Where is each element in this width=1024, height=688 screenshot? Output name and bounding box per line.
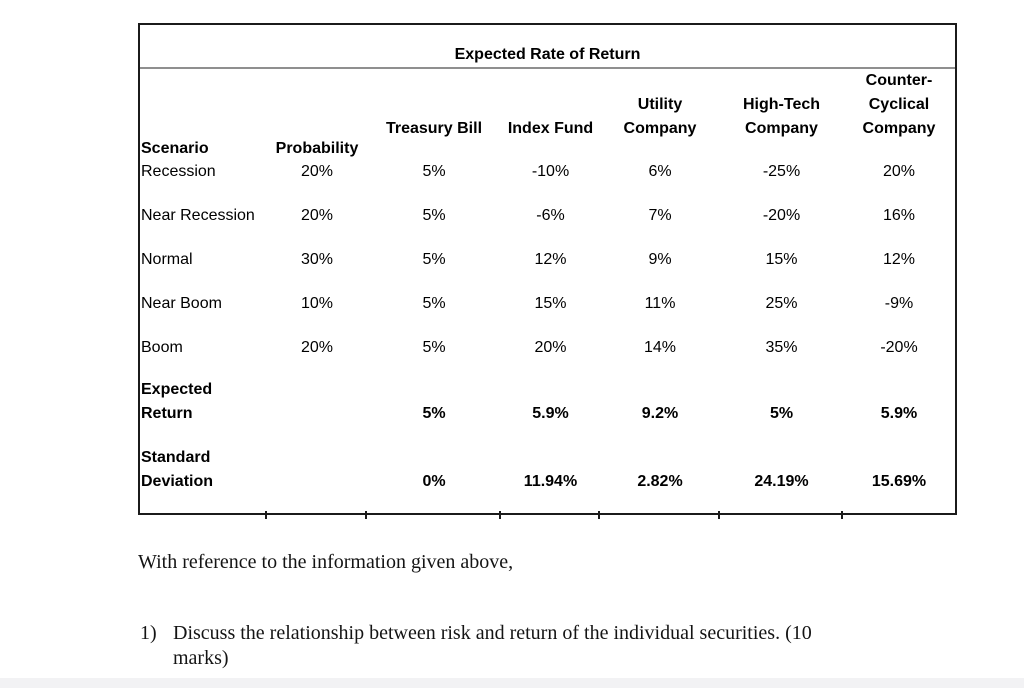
header-divider-line xyxy=(140,67,955,69)
gridline-stub xyxy=(598,511,600,519)
cell-treasury-bill: 5% xyxy=(422,163,446,180)
expected-return-table: Expected Rate of Return Scenario Probabi… xyxy=(138,23,957,519)
cell-label: Standard xyxy=(141,449,211,466)
cell-high-tech: 5% xyxy=(769,405,794,422)
cell-utility: 9.2% xyxy=(641,405,679,422)
cell-utility: 11% xyxy=(644,295,676,312)
cell-treasury-bill: 5% xyxy=(422,295,446,312)
cell-utility: 6% xyxy=(648,163,672,180)
cell-utility: 14% xyxy=(643,339,677,356)
table-row-normal: Normal 30% 5% 12% 9% 15% 12% xyxy=(140,250,955,270)
cell-counter-cyclical: 5.9% xyxy=(880,405,918,422)
cell-label: Deviation xyxy=(141,473,214,490)
cell-scenario: Boom xyxy=(141,339,183,356)
cell-treasury-bill: 5% xyxy=(422,251,446,268)
cell-counter-cyclical: 16% xyxy=(882,207,916,224)
cell-index-fund: 15% xyxy=(534,295,567,312)
cell-index-fund: -10% xyxy=(531,163,570,180)
cell-probability: 30% xyxy=(300,251,334,268)
cell-utility: 7% xyxy=(648,207,672,224)
cell-label: Expected xyxy=(141,381,213,398)
cell-index-fund: 5.9% xyxy=(532,405,569,422)
intro-sentence: With reference to the information given … xyxy=(138,551,514,573)
cell-label: Return xyxy=(141,405,193,422)
col-header-scenario: Scenario xyxy=(141,140,209,157)
col-header-line: Cyclical xyxy=(868,96,930,113)
cell-scenario: Near Recession xyxy=(141,207,255,224)
col-header-index-fund: Index Fund xyxy=(507,120,594,137)
question-number: 1) xyxy=(140,622,157,644)
cell-counter-cyclical: -20% xyxy=(880,339,918,356)
cell-probability: 10% xyxy=(300,295,334,312)
table-title: Expected Rate of Return xyxy=(454,46,641,63)
table-row-recession: Recession 20% 5% -10% 6% -25% 20% xyxy=(140,162,955,182)
cell-high-tech: 35% xyxy=(765,339,798,356)
table-row-standard-deviation: Deviation 0% 11.94% 2.82% 24.19% 15.69% xyxy=(140,472,955,492)
question-text-line: marks) xyxy=(173,647,229,669)
table-row-expected-return: Return 5% 5.9% 9.2% 5% 5.9% xyxy=(140,404,955,424)
cell-scenario: Near Boom xyxy=(141,295,222,312)
col-header-high-tech-company: High-Tech Company xyxy=(720,93,843,141)
cell-probability: 20% xyxy=(300,339,334,356)
cell-scenario: Normal xyxy=(141,251,193,268)
table-row-near-boom: Near Boom 10% 5% 15% 11% 25% -9% xyxy=(140,294,955,314)
cell-utility: 9% xyxy=(648,251,672,268)
cell-probability-empty xyxy=(267,404,367,424)
cell-counter-cyclical: 12% xyxy=(882,251,916,268)
col-header-line: High-Tech xyxy=(742,96,821,113)
col-header-probability: Probability xyxy=(275,140,359,157)
question-item-1: 1) Discuss the relationship between risk… xyxy=(140,621,812,671)
cell-treasury-bill: 0% xyxy=(422,473,446,490)
cell-treasury-bill: 5% xyxy=(422,339,446,356)
cell-counter-cyclical: 20% xyxy=(882,163,916,180)
cell-scenario: Recession xyxy=(141,163,216,180)
cell-index-fund: 12% xyxy=(534,251,567,268)
cell-high-tech: -25% xyxy=(762,163,801,180)
table-row-boom: Boom 20% 5% 20% 14% 35% -20% xyxy=(140,338,955,358)
gridline-stub xyxy=(265,511,267,519)
table-row-near-recession: Near Recession 20% 5% -6% 7% -20% 16% xyxy=(140,206,955,226)
cell-probability: 20% xyxy=(300,207,334,224)
cell-index-fund: -6% xyxy=(536,207,565,224)
col-header-treasury-bill: Treasury Bill xyxy=(385,120,483,137)
col-header-utility-company: Utility Company xyxy=(600,93,720,141)
question-text: Discuss the relationship between risk an… xyxy=(173,621,812,671)
cell-high-tech: -20% xyxy=(762,207,801,224)
gridline-stub xyxy=(499,511,501,519)
cell-treasury-bill: 5% xyxy=(422,207,446,224)
col-header-counter-cyclical-company: Counter- Cyclical Company xyxy=(843,69,955,141)
cell-index-fund: 11.94% xyxy=(523,473,578,490)
cell-index-fund: 20% xyxy=(534,339,567,356)
cell-high-tech: 15% xyxy=(765,251,798,268)
cell-high-tech: 24.19% xyxy=(754,473,809,490)
cell-high-tech: 25% xyxy=(765,295,798,312)
cell-utility: 2.82% xyxy=(637,473,683,490)
col-header-line: Company xyxy=(623,120,697,137)
standard-deviation-label-line1: Standard xyxy=(140,448,955,468)
bottom-edge-strip xyxy=(0,678,1024,688)
cell-counter-cyclical: 15.69% xyxy=(871,473,927,490)
cell-probability-empty xyxy=(267,472,367,492)
cell-treasury-bill: 5% xyxy=(422,405,446,422)
gridline-stub xyxy=(718,511,720,519)
col-header-line: Utility xyxy=(637,96,683,113)
expected-return-label-line1: Expected xyxy=(140,380,955,400)
question-text-line: Discuss the relationship between risk an… xyxy=(173,622,812,644)
cell-counter-cyclical: -9% xyxy=(884,295,914,312)
col-header-line: Company xyxy=(862,120,936,137)
gridline-stub xyxy=(365,511,367,519)
col-header-line: Counter- xyxy=(865,72,933,89)
col-header-line: Company xyxy=(745,120,818,137)
gridline-stub xyxy=(841,511,843,519)
cell-probability: 20% xyxy=(300,163,334,180)
